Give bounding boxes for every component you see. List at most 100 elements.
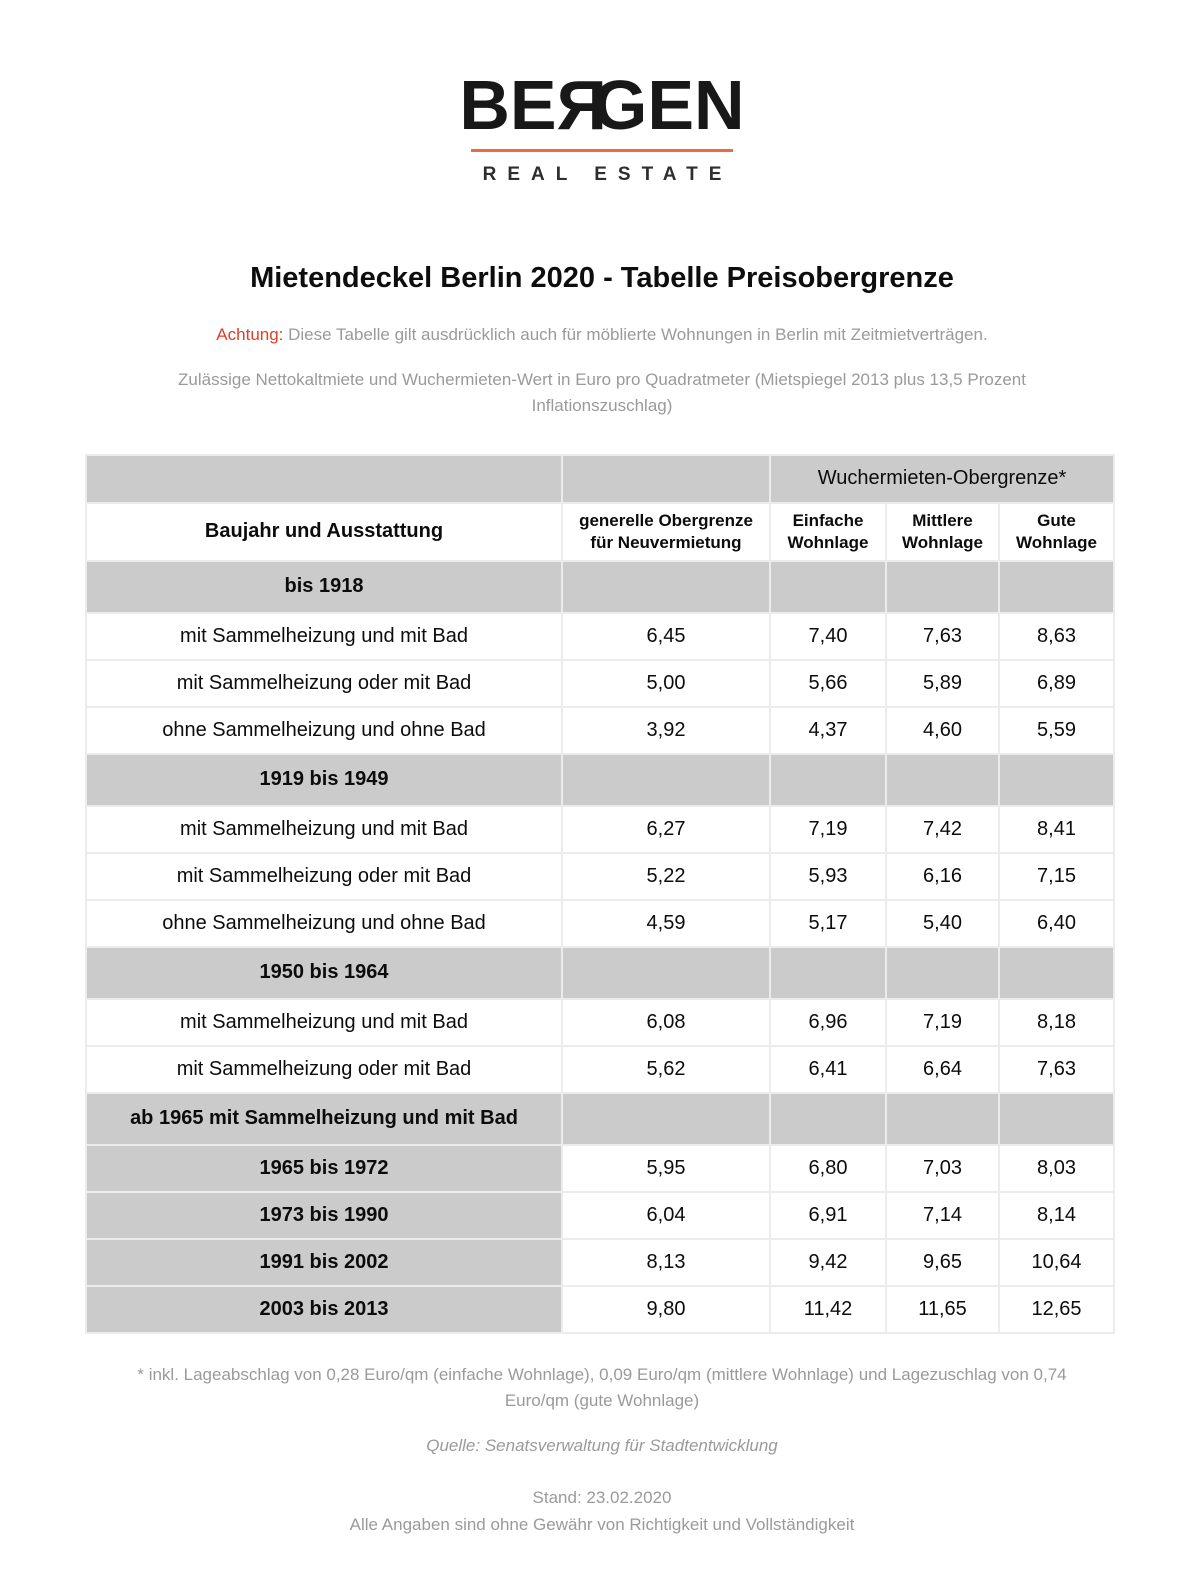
section-empty-cell xyxy=(997,559,1116,614)
row-label-cell: ohne Sammelheizung und ohne Bad xyxy=(85,705,563,755)
section-empty-cell xyxy=(885,1091,1000,1146)
section-empty-cell xyxy=(561,752,771,807)
value-cell: 4,59 xyxy=(561,898,771,948)
column-header-einfache: Einfache Wohnlage xyxy=(769,501,887,562)
value-cell: 9,80 xyxy=(561,1284,771,1334)
price-table: Wuchermieten-Obergrenze* Baujahr und Aus… xyxy=(85,453,1116,1334)
section-row: 1919 bis 1949 xyxy=(85,752,1116,807)
warning-text: Diese Tabelle gilt ausdrücklich auch für… xyxy=(283,325,988,344)
value-cell: 7,14 xyxy=(885,1190,1000,1240)
section-empty-cell xyxy=(769,559,887,614)
price-table-head: Wuchermieten-Obergrenze* Baujahr und Aus… xyxy=(85,453,1116,562)
group-header-row: Wuchermieten-Obergrenze* xyxy=(85,453,1116,504)
value-cell: 6,04 xyxy=(561,1190,771,1240)
section-label-cell: 1950 bis 1964 xyxy=(85,945,563,1000)
row-label-cell: 1965 bis 1972 xyxy=(85,1143,563,1193)
value-cell: 10,64 xyxy=(997,1237,1116,1287)
value-cell: 6,89 xyxy=(997,658,1116,708)
value-cell: 6,45 xyxy=(561,611,771,661)
value-cell: 5,00 xyxy=(561,658,771,708)
date-note: Stand: 23.02.2020 xyxy=(532,1488,672,1508)
source-note: Quelle: Senatsverwaltung für Stadtentwic… xyxy=(426,1436,778,1456)
value-cell: 7,15 xyxy=(997,851,1116,901)
value-cell: 6,41 xyxy=(769,1044,887,1094)
value-cell: 5,66 xyxy=(769,658,887,708)
section-row: 1950 bis 1964 xyxy=(85,945,1116,1000)
value-cell: 8,13 xyxy=(561,1237,771,1287)
value-cell: 12,65 xyxy=(997,1284,1116,1334)
value-cell: 6,40 xyxy=(997,898,1116,948)
value-cell: 9,42 xyxy=(769,1237,887,1287)
row-label-cell: 2003 bis 2013 xyxy=(85,1284,563,1334)
value-cell: 5,17 xyxy=(769,898,887,948)
document-page: BEЯGEN REAL ESTATE Mietendeckel Berlin 2… xyxy=(0,0,1204,1534)
logo-text-gen: GEN xyxy=(592,66,745,144)
table-row: 2003 bis 2013 9,80 11,42 11,65 12,65 xyxy=(85,1284,1116,1334)
value-cell: 5,22 xyxy=(561,851,771,901)
table-row: mit Sammelheizung oder mit Bad 5,22 5,93 6,… xyxy=(85,851,1116,901)
table-row: 1973 bis 1990 6,04 6,91 7,14 8,14 xyxy=(85,1190,1116,1240)
warning-line: Achtung: Diese Tabelle gilt ausdrücklich… xyxy=(102,325,1102,345)
value-cell: 6,96 xyxy=(769,997,887,1047)
value-cell: 8,63 xyxy=(997,611,1116,661)
section-empty-cell xyxy=(885,945,1000,1000)
logo-text-be: BE xyxy=(459,66,557,144)
value-cell: 7,40 xyxy=(769,611,887,661)
section-empty-cell xyxy=(997,1091,1116,1146)
column-header-mittlere: Mittlere Wohnlage xyxy=(885,501,1000,562)
row-label-cell: 1991 bis 2002 xyxy=(85,1237,563,1287)
value-cell: 6,64 xyxy=(885,1044,1000,1094)
column-header-row: Baujahr und Ausstattung generelle Obergr… xyxy=(85,501,1116,562)
value-cell: 6,16 xyxy=(885,851,1000,901)
logo-subtitle: REAL ESTATE xyxy=(482,164,733,185)
price-table-body: bis 1918 mit Sammelheizung und mit Bad 6,4… xyxy=(85,559,1116,1334)
section-empty-cell xyxy=(997,752,1116,807)
section-empty-cell xyxy=(561,1091,771,1146)
value-cell: 11,65 xyxy=(885,1284,1000,1334)
table-row: 1991 bis 2002 8,13 9,42 9,65 10,64 xyxy=(85,1237,1116,1287)
section-empty-cell xyxy=(561,945,771,1000)
value-cell: 5,62 xyxy=(561,1044,771,1094)
value-cell: 9,65 xyxy=(885,1237,1000,1287)
column-header-gute: Gute Wohnlage xyxy=(997,501,1116,562)
column-header-baujahr: Baujahr und Ausstattung xyxy=(85,501,563,562)
empty-header-cell xyxy=(85,453,563,504)
logo-wordmark: BEЯGEN xyxy=(0,70,1204,140)
section-empty-cell xyxy=(997,945,1116,1000)
value-cell: 7,63 xyxy=(997,1044,1116,1094)
value-cell: 6,80 xyxy=(769,1143,887,1193)
table-row: mit Sammelheizung und mit Bad 6,45 7,40 7,6… xyxy=(85,611,1116,661)
value-cell: 5,89 xyxy=(885,658,1000,708)
table-row: mit Sammelheizung und mit Bad 6,27 7,19 7,4… xyxy=(85,804,1116,854)
value-cell: 7,42 xyxy=(885,804,1000,854)
table-description: Zulässige Nettokaltmiete und Wuchermiete… xyxy=(178,370,1026,416)
value-cell: 7,19 xyxy=(769,804,887,854)
row-label-cell: mit Sammelheizung oder mit Bad xyxy=(85,658,563,708)
warning-label: Achtung: xyxy=(216,325,284,344)
value-cell: 8,18 xyxy=(997,997,1116,1047)
row-label-cell: mit Sammelheizung oder mit Bad xyxy=(85,1044,563,1094)
value-cell: 7,19 xyxy=(885,997,1000,1047)
row-label-cell: mit Sammelheizung und mit Bad xyxy=(85,611,563,661)
row-label-cell: mit Sammelheizung und mit Bad xyxy=(85,804,563,854)
table-row: mit Sammelheizung und mit Bad 6,08 6,96 7,1… xyxy=(85,997,1116,1047)
value-cell: 7,63 xyxy=(885,611,1000,661)
row-label-cell: 1973 bis 1990 xyxy=(85,1190,563,1240)
section-empty-cell xyxy=(769,945,887,1000)
table-row: 1965 bis 1972 5,95 6,80 7,03 8,03 xyxy=(85,1143,1116,1193)
row-label-cell: mit Sammelheizung und mit Bad xyxy=(85,997,563,1047)
table-row: ohne Sammelheizung und ohne Bad 3,92 4,37 4… xyxy=(85,705,1116,755)
section-empty-cell xyxy=(769,752,887,807)
table-row: mit Sammelheizung oder mit Bad 5,62 6,41 6,… xyxy=(85,1044,1116,1094)
value-cell: 8,03 xyxy=(997,1143,1116,1193)
value-cell: 11,42 xyxy=(769,1284,887,1334)
footnote: * inkl. Lageabschlag von 0,28 Euro/qm (e… xyxy=(137,1364,1067,1411)
section-row: ab 1965 mit Sammelheizung und mit Bad xyxy=(85,1091,1116,1146)
page-title: Mietendeckel Berlin 2020 - Tabelle Preis… xyxy=(250,262,954,294)
logo-reversed-r: Я xyxy=(556,66,607,144)
value-cell: 7,03 xyxy=(885,1143,1000,1193)
group-header-cell: Wuchermieten-Obergrenze* xyxy=(768,453,1116,504)
empty-header-cell xyxy=(561,453,771,504)
logo-underline xyxy=(471,149,733,152)
logo: BEЯGEN REAL ESTATE xyxy=(0,0,1204,186)
